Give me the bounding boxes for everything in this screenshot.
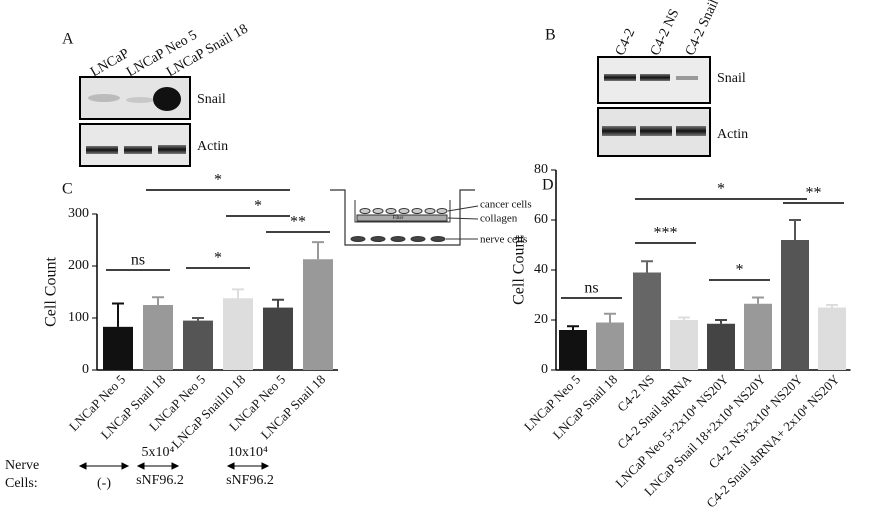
- error-bar: [641, 260, 653, 273]
- nerve-group: (-): [97, 476, 111, 491]
- blot-label: Snail: [717, 71, 746, 86]
- error-bar: [232, 288, 244, 299]
- error-bar: [152, 296, 164, 305]
- bar: [223, 298, 253, 370]
- band: [640, 74, 670, 81]
- nerve-group: sNF96.2: [136, 473, 184, 488]
- bar: [263, 307, 293, 370]
- y-tick-label: 80: [534, 162, 548, 177]
- error-bar: [715, 319, 727, 324]
- bar: [103, 326, 133, 370]
- panel-letter: B: [545, 27, 556, 44]
- band: [86, 146, 118, 154]
- nerve-label: Nerve: [5, 458, 39, 473]
- bar: [633, 272, 661, 370]
- band: [158, 145, 186, 154]
- error-bar: [192, 317, 204, 321]
- significance-label: **: [290, 214, 306, 231]
- nerve-group: 10x10⁴: [228, 445, 268, 460]
- bar: [744, 303, 772, 370]
- significance-label: *: [214, 172, 222, 189]
- significance-label: ***: [654, 225, 678, 242]
- error-bar: [752, 296, 764, 304]
- bar: [781, 240, 809, 370]
- error-bar: [272, 298, 284, 308]
- y-tick-label: 200: [68, 258, 89, 273]
- y-axis-title: Cell Count: [43, 257, 60, 327]
- y-tick-label: 40: [534, 262, 548, 277]
- panel-letter: D: [542, 177, 554, 194]
- bar: [143, 305, 173, 370]
- bar: [303, 259, 333, 370]
- blot-label: Snail: [197, 92, 226, 107]
- band: [602, 126, 636, 136]
- panel-letter: A: [62, 31, 74, 48]
- band: [124, 146, 152, 154]
- band: [126, 97, 154, 103]
- band: [153, 87, 181, 111]
- nerve-group: 5x10⁴: [142, 445, 175, 460]
- bar: [818, 307, 846, 370]
- nerve-label: Cells:: [5, 476, 38, 491]
- y-tick-label: 0: [541, 362, 548, 377]
- bar: [670, 320, 698, 370]
- error-bar: [678, 316, 690, 320]
- diagram-label: cancer cells: [480, 199, 532, 211]
- y-tick-label: 100: [68, 310, 89, 325]
- nerve-group: sNF96.2: [226, 473, 274, 488]
- filter-label: Filter: [393, 216, 404, 221]
- bar: [183, 320, 213, 370]
- band: [640, 126, 672, 136]
- diagram-label: nerve cells: [480, 234, 527, 246]
- transwell-diagram: [330, 189, 479, 246]
- band: [604, 74, 636, 81]
- significance-label: ns: [584, 280, 598, 297]
- y-tick-label: 300: [68, 206, 89, 221]
- significance-label: ns: [131, 252, 145, 269]
- band: [88, 94, 120, 102]
- error-bar: [826, 304, 838, 308]
- error-bar: [567, 325, 579, 330]
- blot-label: Actin: [197, 139, 228, 154]
- y-tick-label: 60: [534, 212, 548, 227]
- y-tick-label: 20: [534, 312, 548, 327]
- blot-label: Actin: [717, 127, 748, 142]
- band: [676, 76, 698, 80]
- panel-letter: C: [62, 181, 73, 198]
- y-tick-label: 0: [82, 362, 89, 377]
- significance-label: *: [736, 262, 744, 279]
- range-arrows: [78, 462, 270, 470]
- significance-label: *: [717, 181, 725, 198]
- bar: [559, 330, 587, 370]
- band: [676, 126, 706, 136]
- significance-label: **: [806, 185, 822, 202]
- diagram-label: collagen: [480, 213, 518, 225]
- error-bar: [789, 219, 801, 240]
- bar: [707, 323, 735, 370]
- significance-label: *: [214, 250, 222, 267]
- bar: [596, 322, 624, 370]
- y-axis-title: Cell Count: [511, 235, 528, 305]
- error-bar: [312, 241, 324, 260]
- significance-label: *: [254, 198, 262, 215]
- error-bar: [604, 312, 616, 323]
- error-bar: [112, 302, 124, 327]
